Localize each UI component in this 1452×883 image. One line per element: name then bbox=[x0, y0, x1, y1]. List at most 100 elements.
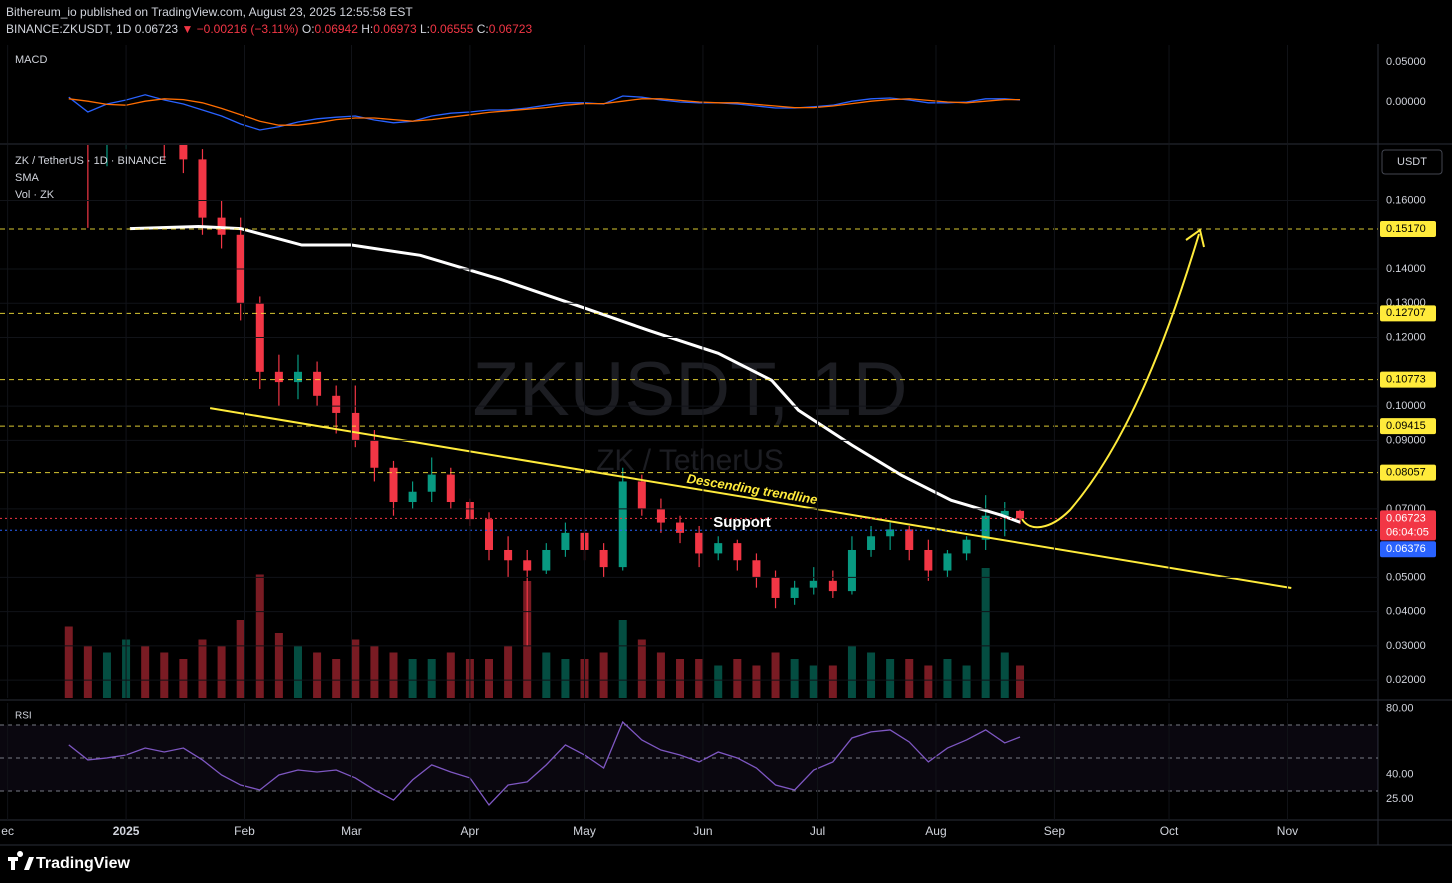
candle-body bbox=[962, 539, 971, 554]
candle-body bbox=[332, 395, 341, 413]
watermark: ZKUSDT, 1D bbox=[473, 347, 908, 432]
support-label: Support bbox=[713, 514, 771, 531]
volume-bar bbox=[351, 639, 360, 698]
volume-bar bbox=[656, 652, 665, 698]
candle-body bbox=[656, 508, 665, 523]
candle-body bbox=[274, 371, 283, 383]
volume-bar bbox=[886, 659, 895, 698]
currency: USDT bbox=[1397, 156, 1427, 168]
level-tag bbox=[1380, 464, 1436, 481]
volume-bar bbox=[962, 665, 971, 698]
candle-body bbox=[714, 543, 723, 554]
last-price-tag bbox=[1380, 510, 1436, 541]
level-tag-label: 0.12707 bbox=[1386, 307, 1426, 319]
volume-bar bbox=[809, 665, 818, 698]
candle-body bbox=[924, 549, 933, 571]
candle-body bbox=[809, 580, 818, 588]
volume-bar bbox=[236, 620, 245, 698]
volume-bar bbox=[427, 659, 436, 698]
prev-close-label: 0.06376 bbox=[1386, 543, 1426, 555]
prev-close-tag bbox=[1380, 541, 1436, 558]
symbol-line: BINANCE:ZKUSDT, 1D 0.06723 ▼ −0.00216 (−… bbox=[6, 21, 532, 38]
x-tick-label: Jul bbox=[810, 824, 825, 838]
volume-bar bbox=[64, 626, 73, 698]
y-tick-label: 25.00 bbox=[1386, 793, 1414, 805]
volume-bar bbox=[542, 652, 551, 698]
volume-bar bbox=[618, 620, 627, 698]
volume-bar bbox=[847, 646, 856, 698]
change: ▼ −0.00216 (−3.11%) bbox=[181, 22, 299, 36]
logo: TradingView bbox=[36, 855, 131, 872]
candle-body bbox=[504, 549, 513, 561]
ohlc-l-label: L: bbox=[420, 22, 431, 36]
currency-box[interactable] bbox=[1381, 149, 1443, 175]
candle-body bbox=[1016, 510, 1025, 519]
candle-body bbox=[408, 491, 417, 503]
y-tick-label: 0.07000 bbox=[1386, 503, 1426, 515]
volume-bar bbox=[370, 646, 379, 698]
volume-bar bbox=[1000, 652, 1009, 698]
sma-legend: SMA bbox=[15, 172, 40, 184]
volume-bar bbox=[867, 652, 876, 698]
candle-body bbox=[293, 371, 302, 383]
candle-body bbox=[427, 474, 436, 492]
x-tick-label: 2025 bbox=[113, 824, 140, 838]
volume-bar bbox=[274, 633, 283, 698]
ohlc-o-label: O: bbox=[301, 22, 315, 36]
volume-bar bbox=[790, 659, 799, 698]
level-tag-label: 0.15170 bbox=[1386, 223, 1426, 235]
candle-body bbox=[676, 522, 685, 533]
volume-bar bbox=[943, 659, 952, 698]
arrow-head bbox=[1185, 228, 1205, 248]
logo-icon bbox=[8, 851, 34, 870]
level-tag bbox=[1380, 371, 1436, 388]
candle-body bbox=[599, 549, 608, 568]
volume-bar bbox=[752, 665, 761, 698]
volume-bar bbox=[676, 659, 685, 698]
candle-body bbox=[160, 125, 168, 139]
volume-bar bbox=[198, 639, 207, 698]
volume-bar bbox=[83, 646, 92, 698]
candle-body bbox=[695, 532, 704, 554]
volume-bar bbox=[637, 639, 646, 698]
volume-bar bbox=[905, 659, 914, 698]
candle-body bbox=[179, 145, 188, 160]
candle-body bbox=[485, 519, 494, 550]
sma-line bbox=[129, 225, 1021, 524]
volume-bar bbox=[102, 652, 111, 698]
rsi-legend: RSI bbox=[15, 711, 32, 722]
candle-body bbox=[790, 587, 799, 598]
candle-body bbox=[618, 481, 627, 568]
candle-body bbox=[828, 580, 837, 592]
header: Bithereum_io published on TradingView.co… bbox=[6, 4, 532, 38]
volume-bar bbox=[599, 652, 608, 698]
macd-legend: MACD bbox=[15, 54, 47, 66]
volume-bar bbox=[561, 659, 570, 698]
level-tag bbox=[1380, 305, 1436, 322]
level-tag-label: 0.10773 bbox=[1386, 374, 1426, 386]
volume-bar bbox=[485, 659, 494, 698]
candle-body bbox=[542, 549, 551, 571]
volume-bar bbox=[714, 665, 723, 698]
volume-bar bbox=[255, 574, 264, 698]
ohlc-h-label: H: bbox=[361, 22, 374, 36]
candle-body bbox=[847, 549, 856, 592]
candle-body bbox=[84, 98, 92, 132]
x-tick-label: Aug bbox=[925, 824, 946, 838]
volume-bar bbox=[771, 652, 780, 698]
level-tag bbox=[1380, 418, 1436, 435]
projection-arrow bbox=[1021, 233, 1200, 529]
y-tick-label: 0.14000 bbox=[1386, 263, 1426, 275]
candle-body bbox=[65, 63, 73, 97]
candle-body bbox=[370, 440, 379, 468]
candle-body bbox=[733, 543, 742, 561]
volume-bar bbox=[293, 646, 302, 698]
level-tag bbox=[1380, 220, 1436, 237]
y-tick-label: 0.16000 bbox=[1386, 194, 1426, 206]
candle-body bbox=[886, 529, 895, 537]
ohlc-o: 0.06942 bbox=[314, 22, 358, 36]
y-tick-label: 0.05000 bbox=[1386, 571, 1426, 583]
price-pane bbox=[0, 63, 1378, 698]
